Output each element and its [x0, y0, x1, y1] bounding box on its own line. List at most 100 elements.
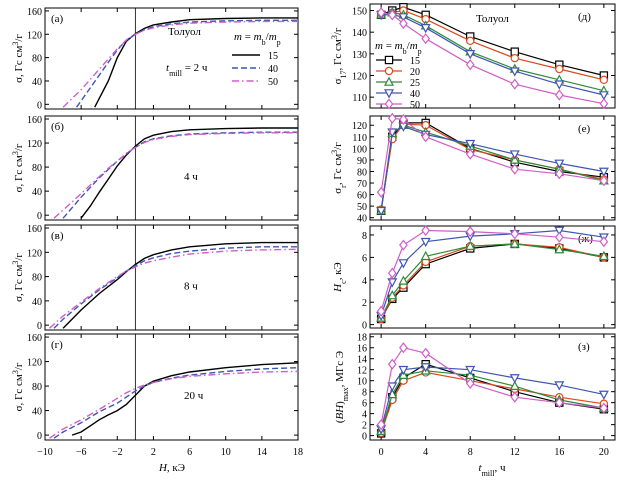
series-line-m25 — [380, 243, 604, 319]
y-tick-label: 90 — [357, 156, 367, 167]
mill-time-label: 8 ч — [184, 281, 198, 293]
mill-time-label: 20 ч — [184, 390, 204, 402]
series-line-m20 — [380, 243, 605, 320]
panel-frame — [44, 7, 299, 110]
left-panel-2: 0 40 80 120 160 σ, Гс см3/г (б) 4 ч — [11, 115, 299, 222]
y-tick-label: 140 — [352, 28, 367, 39]
x-tick-label: 18 — [293, 447, 303, 458]
data-point-m50 — [554, 168, 564, 180]
curve-m50 — [62, 20, 298, 108]
data-point-m40 — [554, 80, 565, 90]
x-tick-label: 2 — [151, 447, 156, 458]
y-tick-label: 6 — [362, 253, 367, 264]
data-point-m50 — [465, 148, 475, 160]
y-tick-label: 160 — [27, 333, 42, 344]
data-point-m50 — [510, 391, 520, 403]
y-tick-label: 40 — [32, 77, 42, 88]
x-tick-label: 20 — [599, 447, 609, 458]
panel-letter: (е) — [578, 123, 591, 135]
y-tick-label: 40 — [32, 297, 42, 308]
panel-frame — [369, 3, 616, 109]
panel-frame — [44, 115, 299, 221]
curve-m50 — [53, 132, 298, 219]
panel-frame — [369, 115, 616, 221]
data-point-m50 — [399, 342, 408, 354]
left-panel-3: 0 40 80 120 160 σ, Гс см3/г (в) 8 ч — [11, 224, 299, 332]
data-point-m50 — [387, 112, 397, 124]
x-tick-label: −6 — [76, 447, 87, 458]
data-point-m40 — [420, 237, 431, 248]
y-tick-label: 10 — [357, 377, 367, 388]
y-tick-label: 8 — [362, 231, 367, 242]
y-tick-label: 80 — [32, 54, 42, 65]
series-line-m50 — [380, 229, 604, 312]
data-point-m50 — [599, 236, 609, 248]
legend-title: m = mb/mp — [234, 31, 281, 47]
data-point-m50 — [387, 267, 397, 279]
y-tick-label: 0 — [362, 432, 367, 443]
legend-marker-m50 — [384, 98, 394, 110]
data-point-m50 — [399, 17, 408, 30]
curve-m15 — [71, 362, 299, 436]
data-point-m50 — [510, 78, 520, 90]
panel-letter: (г) — [51, 339, 63, 351]
data-point-m50 — [599, 98, 609, 110]
data-point-m50 — [599, 175, 609, 187]
right-panel-3: 0 2 4 6 8 Hc, кЭ (ж) — [332, 224, 616, 332]
series-line-m25 — [380, 124, 605, 211]
y-tick-label: 12 — [357, 366, 367, 377]
data-point-m50 — [421, 347, 431, 359]
data-point-m40 — [387, 382, 398, 392]
y-tick-label: 18 — [357, 333, 367, 344]
data-point-m50 — [510, 163, 520, 175]
x-axis-label: tmill, ч — [479, 462, 506, 478]
y-tick-label: 0 — [362, 321, 367, 332]
y-tick-label: 110 — [352, 133, 367, 144]
panel-letter: (в) — [51, 230, 64, 242]
y-tick-label: 70 — [357, 179, 367, 190]
panel-frame — [369, 333, 616, 441]
legend-marker-m40 — [383, 89, 395, 99]
panel-frame — [44, 224, 299, 331]
y-tick-label: 80 — [32, 382, 42, 393]
y-tick-label: 120 — [27, 358, 42, 369]
y-tick-label: 50 — [357, 202, 367, 213]
curve-m15 — [80, 127, 298, 219]
data-point-m50 — [421, 33, 431, 45]
data-point-m25 — [465, 240, 476, 250]
panel-letter: (з) — [578, 341, 590, 353]
data-point-m50 — [465, 226, 475, 238]
x-tick-label: 16 — [554, 447, 564, 458]
curve-m50 — [49, 248, 299, 329]
data-point-m25 — [387, 290, 398, 300]
left-panel-4: 0 40 80 120 160 σ, Гс см3/г (г) 20 ч — [11, 333, 299, 442]
legend-label-m40: 40 — [410, 89, 420, 100]
data-point-m50 — [510, 228, 520, 240]
data-point-m40 — [398, 259, 409, 269]
data-point-m50 — [376, 305, 386, 317]
data-point-m50 — [421, 224, 431, 237]
series-line-m15 — [380, 122, 604, 211]
data-point-m40 — [598, 167, 609, 177]
y-tick-label: 120 — [352, 121, 367, 132]
data-point-m50 — [399, 113, 408, 126]
solvent-label: Толуол — [476, 13, 509, 25]
solvent-label: Толуол — [168, 26, 201, 38]
y-tick-label: 2 — [362, 298, 367, 309]
y-axis-label: (BH)max, МГс Э — [334, 351, 350, 423]
series-line-m50 — [380, 347, 604, 425]
panel-letter: (д) — [578, 11, 591, 23]
y-tick-label: 160 — [27, 7, 42, 18]
data-point-m40 — [598, 91, 609, 101]
legend-label-m15: 15 — [410, 56, 420, 67]
y-tick-label: 40 — [357, 214, 367, 225]
data-point-m40 — [554, 381, 565, 391]
mill-time-label: tmill = 2 ч — [166, 62, 208, 78]
y-tick-label: 0 — [37, 431, 42, 442]
y-tick-label: 60 — [357, 191, 367, 202]
legend-marker-m25 — [383, 76, 395, 86]
y-tick-label: 100 — [352, 144, 367, 155]
legend-label-m25: 25 — [410, 78, 420, 89]
curve-m40 — [53, 246, 298, 329]
